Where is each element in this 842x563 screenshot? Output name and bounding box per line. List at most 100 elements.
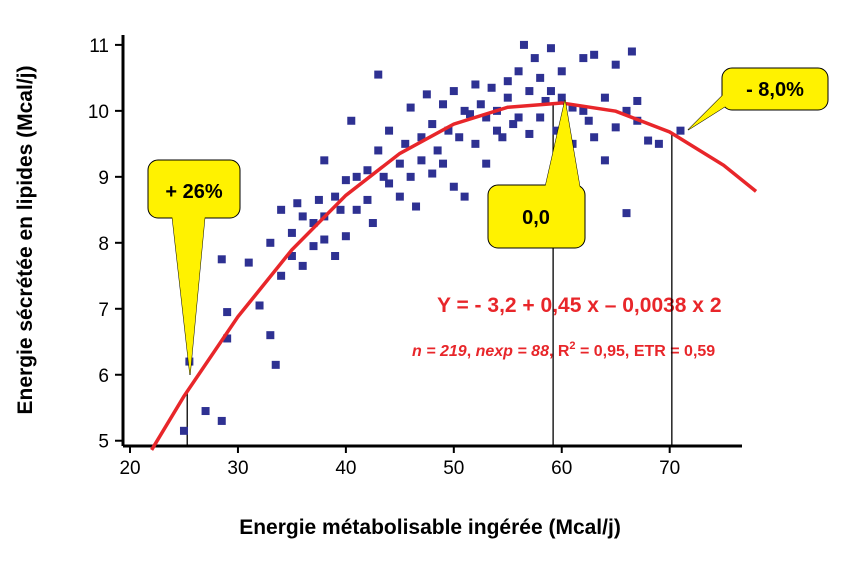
x-axis-label: Energie métabolisable ingérée (Mcal/j)	[239, 516, 621, 539]
callout-label: - 8,0%	[746, 79, 804, 101]
point	[223, 334, 232, 343]
point	[287, 252, 296, 261]
point	[217, 255, 226, 264]
equation: Y = - 3,2 + 0,45 x – 0,0038 x 2	[437, 294, 722, 317]
stat: n = 219	[412, 343, 467, 360]
point	[255, 301, 264, 310]
point	[314, 195, 323, 204]
point	[633, 96, 642, 105]
point	[519, 40, 528, 49]
point	[622, 209, 631, 218]
point	[298, 261, 307, 270]
stat: nexp = 88	[476, 343, 549, 360]
point	[514, 67, 523, 76]
point	[536, 73, 545, 82]
point	[546, 44, 555, 53]
point	[492, 126, 501, 135]
point	[331, 252, 340, 261]
point	[266, 331, 275, 340]
callout-box	[487, 184, 586, 249]
point	[374, 70, 383, 79]
point	[509, 120, 518, 129]
point	[336, 205, 345, 214]
point	[406, 172, 415, 181]
point	[244, 258, 253, 267]
point	[428, 120, 437, 129]
callout-box	[721, 67, 829, 111]
point	[401, 139, 410, 148]
point	[406, 103, 415, 112]
point	[385, 179, 394, 188]
point	[179, 426, 188, 435]
x-tick-label: 60	[551, 458, 572, 479]
y-tick-label: 7	[98, 300, 109, 321]
point	[201, 407, 210, 416]
y-tick-label: 8	[98, 234, 109, 255]
point	[546, 87, 555, 96]
point	[347, 116, 356, 125]
stat: ,	[467, 343, 476, 360]
point	[223, 308, 232, 317]
point	[417, 133, 426, 142]
y-tick-label: 10	[88, 102, 109, 123]
point	[476, 100, 485, 109]
point	[611, 60, 620, 69]
point	[460, 192, 469, 201]
point	[514, 113, 523, 122]
callout-pointer-join	[172, 215, 205, 375]
point	[417, 156, 426, 165]
stat: , R	[549, 343, 570, 360]
point	[320, 156, 329, 165]
point	[498, 133, 507, 142]
callout-label: + 26%	[165, 181, 222, 203]
point	[600, 93, 609, 102]
point	[412, 202, 421, 211]
y-tick-label: 11	[89, 36, 109, 57]
point	[590, 133, 599, 142]
point	[449, 182, 458, 191]
x-tick-label: 30	[227, 458, 248, 479]
point	[352, 205, 361, 214]
point	[374, 146, 383, 155]
point	[460, 106, 469, 115]
point	[530, 54, 539, 63]
point	[352, 172, 361, 181]
x-tick-label: 40	[335, 458, 356, 479]
point	[449, 87, 458, 96]
point	[379, 172, 388, 181]
x-tick-label: 70	[659, 458, 680, 479]
point	[611, 123, 620, 132]
point	[428, 169, 437, 178]
point	[266, 238, 275, 247]
point	[298, 212, 307, 221]
point	[433, 146, 442, 155]
point	[385, 126, 394, 135]
point	[341, 232, 350, 241]
point	[503, 77, 512, 86]
point	[471, 139, 480, 148]
point	[600, 156, 609, 165]
point	[676, 126, 685, 135]
point	[395, 192, 404, 201]
point	[487, 83, 496, 92]
point	[525, 129, 534, 138]
point	[287, 228, 296, 237]
callout-pointer-join	[545, 100, 580, 188]
point	[557, 93, 566, 102]
point	[341, 176, 350, 185]
point	[439, 100, 448, 109]
point	[363, 195, 372, 204]
x-tick-label: 20	[119, 458, 140, 479]
point	[552, 126, 561, 135]
point	[331, 192, 340, 201]
stat: 2	[569, 340, 575, 352]
point	[466, 110, 475, 119]
point	[271, 360, 280, 369]
y-tick-label: 5	[98, 432, 109, 453]
point	[439, 159, 448, 168]
point	[627, 47, 636, 56]
point	[217, 416, 226, 425]
point	[455, 133, 464, 142]
point	[644, 136, 653, 145]
point	[482, 159, 491, 168]
